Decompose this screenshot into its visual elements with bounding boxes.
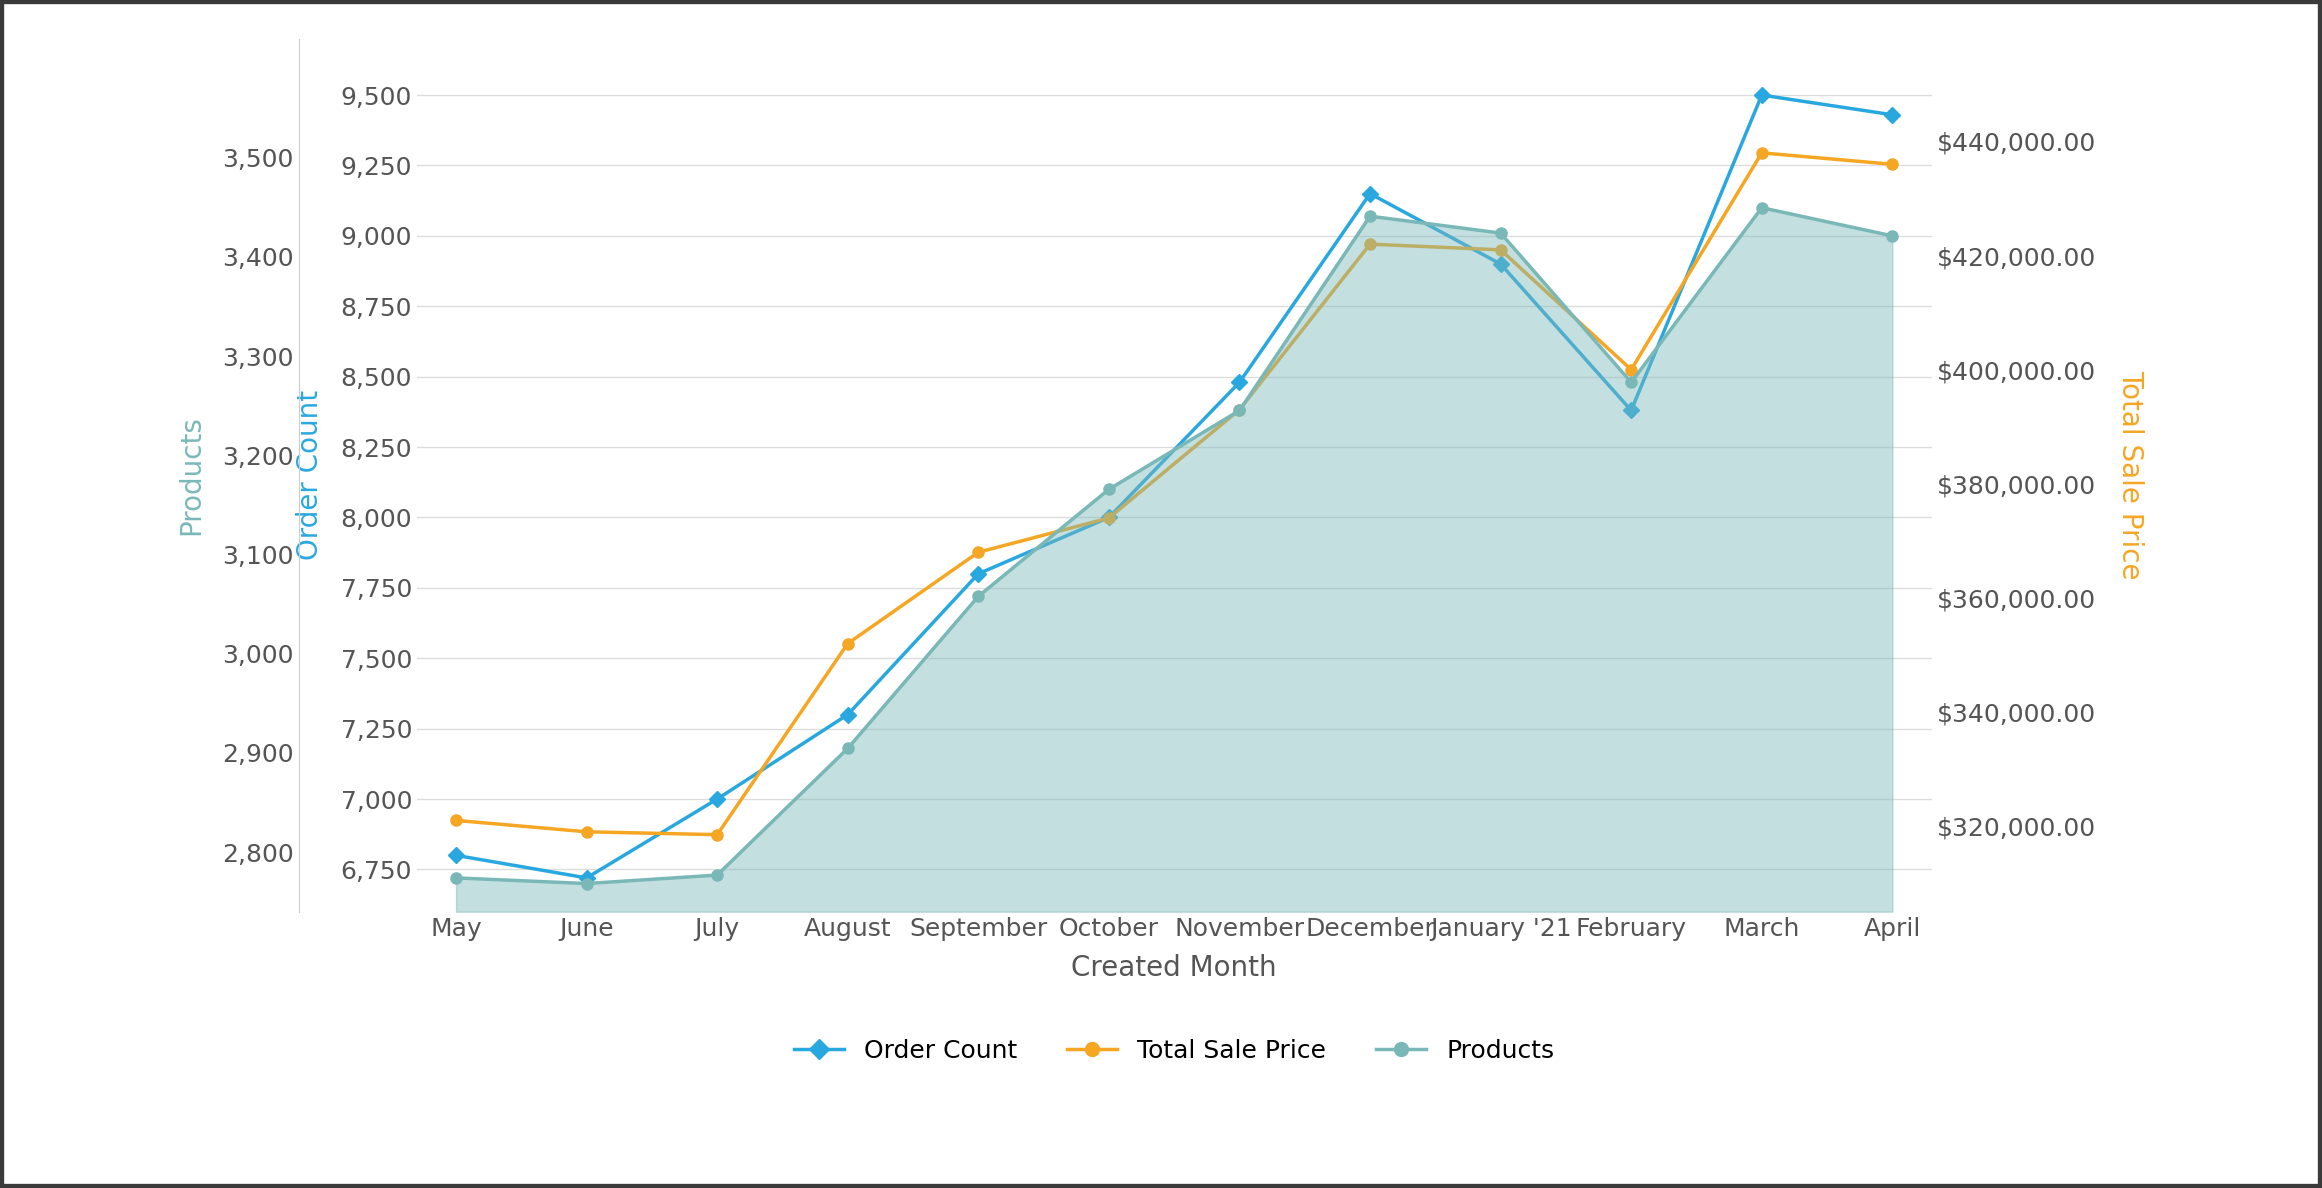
Total Sale Price	[1096, 511, 1124, 525]
Order Count	[964, 567, 991, 581]
Total Sale Price	[1356, 238, 1384, 252]
Products	[574, 877, 601, 891]
Order Count	[1878, 108, 1906, 122]
Total Sale Price	[574, 824, 601, 839]
Y-axis label: Total Sale Price: Total Sale Price	[2115, 371, 2146, 580]
Products	[441, 871, 469, 885]
Total Sale Price	[1226, 403, 1254, 417]
Y-axis label: Order Count: Order Count	[295, 390, 323, 561]
X-axis label: Created Month: Created Month	[1070, 954, 1277, 982]
Order Count	[1616, 404, 1644, 418]
Total Sale Price	[441, 814, 469, 828]
Legend: Order Count, Total Sale Price, Products: Order Count, Total Sale Price, Products	[785, 1029, 1565, 1073]
Order Count	[441, 848, 469, 862]
Total Sale Price	[1616, 362, 1644, 377]
Order Count	[1226, 375, 1254, 390]
Total Sale Price	[1878, 157, 1906, 171]
Products	[1226, 404, 1254, 418]
Order Count	[704, 792, 731, 807]
Order Count	[834, 707, 861, 721]
Products	[1356, 209, 1384, 223]
Products	[1748, 201, 1776, 215]
Total Sale Price	[1748, 146, 1776, 160]
Order Count	[1356, 187, 1384, 201]
Total Sale Price	[704, 828, 731, 842]
Products	[834, 741, 861, 756]
Line: Total Sale Price: Total Sale Price	[450, 147, 1897, 840]
Products	[704, 868, 731, 883]
Total Sale Price	[834, 637, 861, 651]
Y-axis label: Products: Products	[176, 416, 207, 535]
Total Sale Price	[1486, 242, 1514, 257]
Products	[1878, 229, 1906, 244]
Products	[1096, 482, 1124, 497]
Order Count	[1096, 511, 1124, 525]
Order Count	[1748, 88, 1776, 102]
Line: Products: Products	[450, 202, 1897, 889]
Order Count	[1486, 257, 1514, 271]
Products	[1486, 226, 1514, 240]
Products	[964, 589, 991, 604]
Order Count	[574, 871, 601, 885]
Total Sale Price	[964, 545, 991, 560]
Products	[1616, 375, 1644, 390]
Line: Order Count: Order Count	[450, 89, 1897, 884]
